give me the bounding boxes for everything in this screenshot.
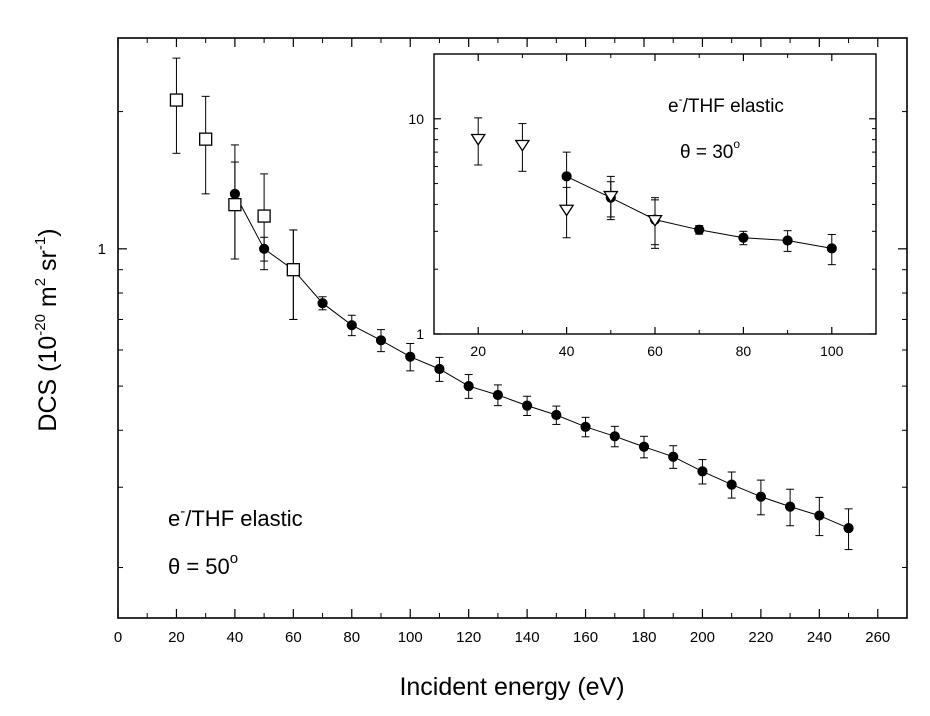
inset-x-tick-label: 60: [647, 343, 663, 359]
inset-x-tick-label: 80: [736, 343, 752, 359]
main-data-point: [755, 491, 766, 502]
main-data-point: [375, 335, 387, 346]
main-data-point: [843, 523, 854, 534]
inset-x-tick-label: 100: [820, 343, 844, 359]
inset-x-tick-label: 40: [559, 343, 575, 359]
main-data-point: [551, 409, 562, 421]
main-data-point: [434, 363, 445, 375]
main-data-point: [463, 380, 474, 392]
inset-x-tick-label: 20: [470, 343, 486, 359]
main-x-tick-label: 260: [865, 629, 890, 646]
main-x-tick-label: 60: [285, 629, 302, 646]
inset-data-point: [694, 224, 705, 235]
main-data-point: [609, 431, 620, 442]
inset-data-point: [561, 171, 572, 182]
inset-series-1: [470, 117, 663, 246]
main-series-1: [169, 57, 300, 320]
inset-data-point: [782, 235, 793, 246]
inset-data-point: [738, 232, 749, 243]
main-x-ticks: 0 20 40 60 80 100 120 140 160 180 200 220 240 260: [114, 38, 890, 646]
y-axis-title: DCS (10-20 m2 sr-1): [32, 228, 62, 431]
main-x-tick-label: 120: [456, 629, 481, 646]
inset-annotation-title: e-/THF elastic: [668, 92, 784, 117]
main-data-point: [668, 451, 679, 462]
inset-y-tick-label: 10: [408, 111, 424, 127]
inset-x-ticks: 20 40 60 80 100: [433, 54, 844, 359]
main-data-point: [405, 351, 416, 362]
x-axis-title: Incident energy (eV): [399, 673, 624, 701]
main-data-point: [228, 197, 242, 212]
main-data-point: [199, 132, 213, 146]
main-data-point: [814, 510, 825, 521]
main-x-tick-label: 200: [690, 629, 715, 646]
main-x-tick-label: 220: [748, 629, 773, 646]
main-data-point: [726, 479, 737, 490]
main-data-point: [580, 421, 591, 432]
main-data-point: [785, 501, 796, 512]
main-data-point: [697, 466, 708, 477]
main-series-0: [229, 144, 854, 551]
main-annotation-title: e-/THF elastic: [168, 503, 303, 531]
inset-series: [470, 117, 837, 266]
inset-plot-frame: [433, 53, 877, 335]
main-data-point: [286, 263, 300, 277]
main-data-point: [169, 93, 184, 107]
main-y-ticks: 1: [98, 111, 907, 569]
main-data-point: [317, 298, 328, 309]
main-series-line: [234, 193, 849, 529]
main-data-point: [522, 400, 533, 411]
main-x-tick-label: 20: [168, 629, 185, 646]
inset-data-point: [514, 139, 531, 152]
inset-data-point: [826, 243, 837, 254]
inset-data-point: [470, 133, 486, 146]
main-x-tick-label: 40: [227, 629, 244, 646]
main-x-tick-label: 0: [114, 629, 122, 646]
inset-data-point: [558, 204, 575, 217]
main-x-tick-label: 80: [343, 629, 360, 646]
main-x-tick-label: 240: [807, 629, 832, 646]
main-annotation-angle: θ = 50o: [168, 550, 238, 579]
main-data-point: [492, 389, 503, 401]
main-x-tick-label: 180: [631, 629, 656, 646]
main-x-tick-label: 160: [573, 629, 598, 646]
main-x-tick-label: 100: [398, 629, 423, 646]
main-data-point: [257, 209, 271, 223]
inset-annotation-angle: θ = 30o: [680, 137, 740, 163]
inset-y-ticks: 1 10: [408, 53, 876, 342]
main-data-point: [346, 320, 357, 331]
main-plot-frame: [117, 37, 908, 619]
inset-y-tick-label: 1: [416, 326, 424, 342]
main-data-point: [638, 441, 650, 452]
main-y-tick-label: 1: [98, 241, 106, 258]
inset-data-point: [647, 215, 663, 228]
main-series: [169, 57, 854, 551]
inset-data-point: [603, 190, 619, 203]
main-x-tick-label: 140: [515, 629, 540, 646]
